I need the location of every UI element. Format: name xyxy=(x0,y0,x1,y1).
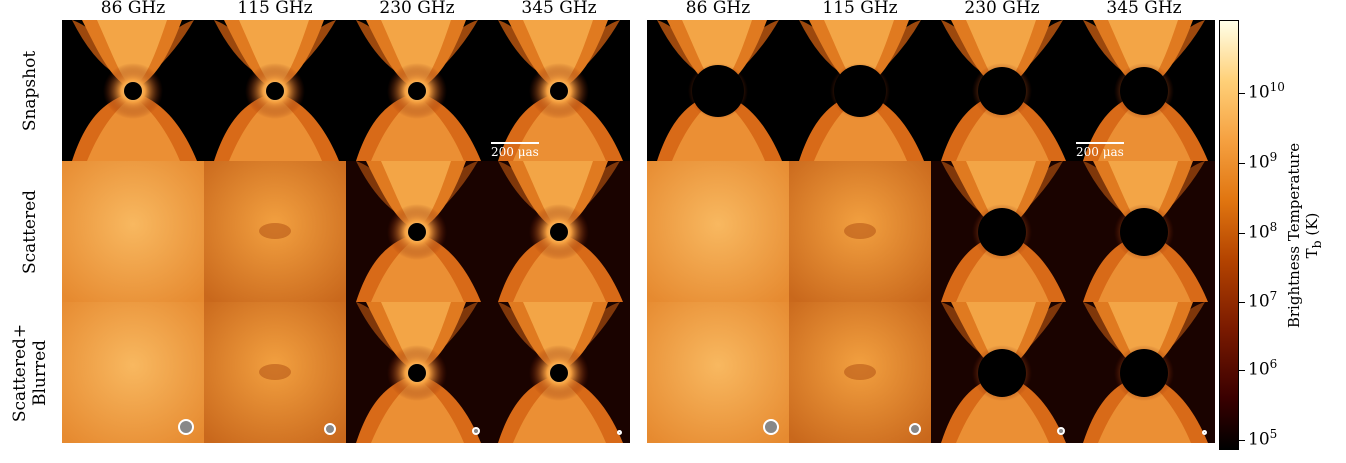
col-header-left-345: 345 GHz xyxy=(521,0,597,18)
colorbar-tick-label: 105 xyxy=(1248,427,1278,450)
beam-size-circle xyxy=(178,419,194,435)
colorbar-tick-label: 106 xyxy=(1248,357,1278,380)
row-label-scattered: Scattered xyxy=(0,161,60,302)
row-label-scattered-text: Scattered xyxy=(20,189,41,274)
colorbar xyxy=(1219,20,1239,450)
beam-size-circle xyxy=(617,430,622,435)
panel-left-scattered-230ghz xyxy=(346,161,488,302)
colorbar-tick-label: 1010 xyxy=(1248,80,1285,103)
col-header-left-86: 86 GHz xyxy=(100,0,166,18)
scale-bar: 200 μas xyxy=(491,142,539,159)
col-header-left-115: 115 GHz xyxy=(237,0,313,18)
colorbar-tick xyxy=(1239,163,1245,164)
panel-right-scattered-230ghz xyxy=(931,161,1073,302)
colorbar-tick-label: 107 xyxy=(1248,289,1278,312)
colorbar-tick xyxy=(1239,302,1245,303)
beam-size-circle xyxy=(1057,427,1065,435)
col-header-right-115: 115 GHz xyxy=(822,0,898,18)
scale-bar-label: 200 μas xyxy=(491,145,539,159)
image-grid-left: 200 μas xyxy=(62,20,630,443)
colorbar-title-text: Brightness Temperature Tb (K) xyxy=(1285,142,1325,328)
panel-left-scattered-86ghz xyxy=(62,161,204,302)
row-label-scattered-blurred-text: Scattered+ Blurred xyxy=(10,323,50,422)
colorbar-tick-label: 108 xyxy=(1248,220,1278,243)
panel-left-snapshot-115ghz xyxy=(204,20,346,161)
panel-left-scattered-86ghz xyxy=(62,302,204,443)
panel-left-snapshot-230ghz xyxy=(346,20,488,161)
panel-right-scattered-86ghz xyxy=(647,161,789,302)
row-label-snapshot-text: Snapshot xyxy=(20,50,41,131)
scale-bar-label: 200 μas xyxy=(1076,145,1124,159)
panel-right-scattered-345ghz xyxy=(1073,302,1215,443)
colorbar-tick xyxy=(1239,370,1245,371)
col-header-right-230: 230 GHz xyxy=(964,0,1040,18)
panel-right-scattered-345ghz xyxy=(1073,161,1215,302)
panel-right-snapshot-86ghz xyxy=(647,20,789,161)
panel-right-scattered-115ghz xyxy=(789,302,931,443)
colorbar-tick xyxy=(1239,233,1245,234)
colorbar-tick-label: 109 xyxy=(1248,150,1278,173)
scale-bar-line xyxy=(1076,142,1124,144)
col-header-right-86: 86 GHz xyxy=(685,0,751,18)
beam-size-circle xyxy=(324,423,336,435)
colorbar-tick xyxy=(1239,93,1245,94)
beam-size-circle xyxy=(909,423,921,435)
panel-right-scattered-86ghz xyxy=(647,302,789,443)
scale-bar: 200 μas xyxy=(1076,142,1124,159)
panel-left-scattered-115ghz xyxy=(204,161,346,302)
panel-left-snapshot-345ghz: 200 μas xyxy=(488,20,630,161)
panel-right-snapshot-345ghz: 200 μas xyxy=(1073,20,1215,161)
panel-right-snapshot-230ghz xyxy=(931,20,1073,161)
row-label-scattered-blurred: Scattered+ Blurred xyxy=(0,302,60,443)
col-header-left-230: 230 GHz xyxy=(379,0,455,18)
panel-right-scattered-115ghz xyxy=(789,161,931,302)
beam-size-circle xyxy=(1202,430,1207,435)
col-header-right-345: 345 GHz xyxy=(1106,0,1182,18)
panel-right-scattered-230ghz xyxy=(931,302,1073,443)
panel-left-scattered-345ghz xyxy=(488,302,630,443)
row-label-snapshot: Snapshot xyxy=(0,20,60,161)
image-grid-right: 200 μas xyxy=(647,20,1215,443)
panel-left-scattered-115ghz xyxy=(204,302,346,443)
colorbar-title: Brightness Temperature Tb (K) xyxy=(1276,20,1336,450)
beam-size-circle xyxy=(472,427,480,435)
panel-right-snapshot-115ghz xyxy=(789,20,931,161)
colorbar-tick xyxy=(1239,440,1245,441)
panel-left-scattered-345ghz xyxy=(488,161,630,302)
panel-left-snapshot-86ghz xyxy=(62,20,204,161)
panel-left-scattered-230ghz xyxy=(346,302,488,443)
beam-size-circle xyxy=(763,419,779,435)
scale-bar-line xyxy=(491,142,539,144)
